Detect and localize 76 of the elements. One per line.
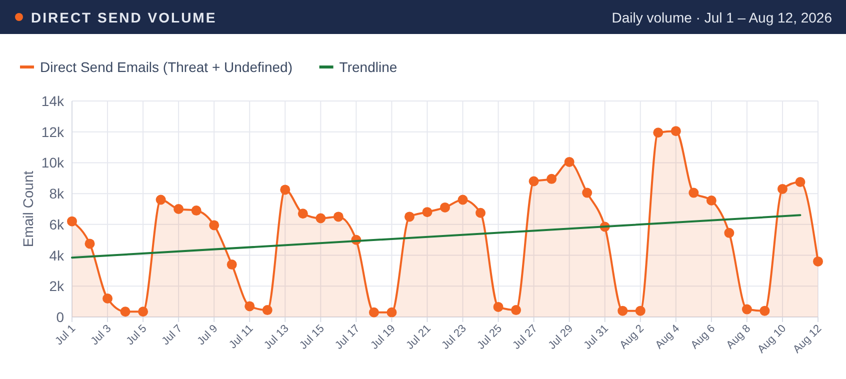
legend-label: Direct Send Emails (Threat + Undefined): [40, 59, 292, 75]
point: [635, 306, 646, 316]
point: [760, 306, 770, 316]
point: [476, 208, 486, 218]
point: [404, 212, 414, 222]
x-tick-label: Aug 10: [755, 322, 789, 356]
point: [688, 188, 699, 198]
point: [582, 188, 592, 198]
point: [706, 196, 716, 206]
x-tick-label: Aug 4: [653, 322, 682, 352]
x-tick-label: Jul 31: [582, 322, 611, 352]
point: [226, 260, 237, 270]
point: [813, 256, 823, 266]
point: [458, 194, 468, 205]
x-tick-label: Jul 25: [475, 322, 504, 352]
x-tick-label: Jul 27: [510, 322, 540, 352]
point: [422, 207, 432, 218]
y-tick-label: 4k: [49, 247, 65, 264]
point: [138, 306, 148, 317]
x-tick-label: Jul 23: [440, 322, 469, 352]
point: [564, 156, 574, 167]
point: [386, 307, 397, 318]
point: [546, 174, 557, 184]
point: [67, 216, 77, 226]
point: [618, 306, 628, 316]
x-tick-label: Aug 8: [724, 322, 754, 352]
point: [333, 212, 344, 222]
point: [670, 126, 681, 136]
y-tick-label: 14k: [41, 93, 65, 109]
point: [174, 204, 184, 214]
y-axis-title: Email Count: [20, 170, 36, 248]
y-tick-label: 6k: [49, 216, 65, 232]
y-tick-label: 12k: [41, 124, 65, 140]
x-tick-label: Jul 29: [546, 322, 576, 352]
y-tick-label: 0: [56, 309, 64, 325]
point: [724, 228, 734, 238]
chart-title: DIRECT SEND VOLUME: [31, 10, 217, 26]
x-tick-label: Jul 5: [124, 322, 150, 348]
point: [528, 176, 539, 186]
y-tick-label: 8k: [49, 186, 65, 202]
x-tick-label: Jul 17: [333, 322, 362, 352]
point: [244, 301, 255, 312]
point: [280, 184, 290, 195]
legend-label: Trendline: [339, 59, 398, 75]
point: [262, 305, 272, 316]
point: [511, 305, 522, 316]
point: [795, 177, 806, 187]
point: [156, 194, 166, 205]
x-tick-label: Aug 12: [790, 322, 824, 356]
point: [316, 213, 326, 224]
point: [440, 202, 450, 212]
x-tick-label: Jul 11: [227, 322, 256, 352]
point: [368, 307, 379, 318]
point: [102, 293, 113, 304]
point: [84, 238, 95, 249]
point: [191, 206, 202, 216]
y-tick-label: 10k: [41, 154, 65, 171]
x-tick-label: Jul 9: [195, 322, 220, 348]
x-tick-label: Jul 3: [88, 322, 114, 348]
point: [298, 208, 308, 219]
x-tick-label: Jul 7: [160, 322, 185, 348]
point: [742, 304, 752, 314]
point: [777, 184, 788, 194]
x-tick-label: Jul 13: [262, 322, 292, 352]
point: [493, 302, 504, 312]
y-tick-label: 2k: [49, 278, 65, 294]
point: [653, 128, 664, 138]
x-tick-label: Jul 15: [298, 322, 327, 352]
point: [120, 306, 130, 317]
point: [209, 220, 220, 230]
x-tick-label: Jul 19: [368, 322, 398, 352]
chart-subtitle: Daily volume · Jul 1 – Aug 12, 2026: [612, 10, 832, 26]
x-tick-label: Aug 2: [618, 322, 646, 352]
x-tick-label: Jul 1: [53, 322, 78, 348]
x-tick-label: Aug 6: [688, 322, 718, 352]
x-tick-label: Jul 21: [404, 322, 434, 352]
